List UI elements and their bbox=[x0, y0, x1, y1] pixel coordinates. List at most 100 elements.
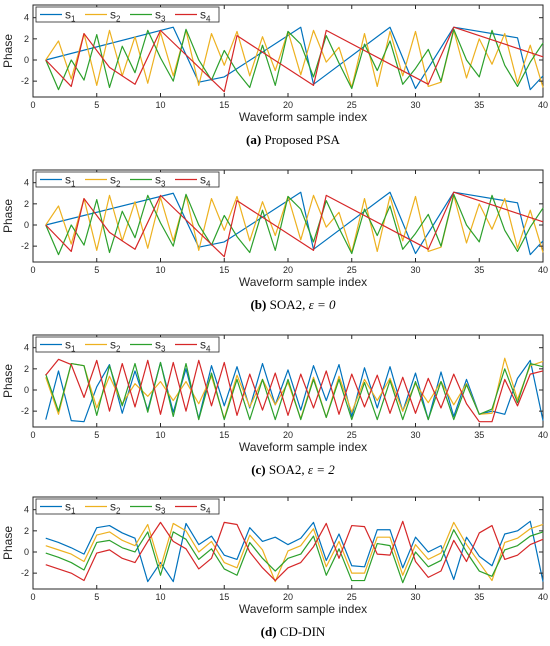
x-tick-label: 5 bbox=[94, 265, 99, 275]
x-tick-label: 10 bbox=[155, 100, 165, 110]
x-tick-label: 35 bbox=[474, 430, 484, 440]
panel-caption: (c) SOA2, ε = 2 bbox=[251, 462, 335, 477]
chart-panel-1: 0 5 10 15 20 25 30 35 40 -2 0 2 4 Waveform sample ind… bbox=[1, 169, 548, 312]
x-tick-label: 20 bbox=[283, 100, 293, 110]
x-tick-label: 0 bbox=[30, 592, 35, 602]
legend-label-s4: s4 bbox=[200, 338, 211, 354]
legend-label-s3: s3 bbox=[155, 338, 166, 354]
x-tick-label: 30 bbox=[410, 592, 420, 602]
x-tick-label: 35 bbox=[474, 265, 484, 275]
y-tick-label: -2 bbox=[21, 76, 29, 86]
y-tick-label: 0 bbox=[24, 55, 29, 65]
y-tick-label: -2 bbox=[21, 406, 29, 416]
legend-label-s2: s2 bbox=[110, 173, 121, 189]
series-line-s3 bbox=[45, 193, 544, 256]
series-line-s4 bbox=[45, 26, 544, 93]
series-line-s3 bbox=[45, 529, 544, 584]
series-line-s4 bbox=[45, 191, 544, 258]
y-tick-label: 4 bbox=[24, 178, 29, 188]
legend-label-s4: s4 bbox=[200, 173, 211, 189]
x-tick-label: 20 bbox=[283, 430, 293, 440]
x-tick-label: 10 bbox=[155, 592, 165, 602]
series-line-s4 bbox=[45, 358, 544, 423]
y-tick-label: 0 bbox=[24, 385, 29, 395]
x-axis-title: Waveform sample index bbox=[239, 110, 367, 124]
x-tick-label: 20 bbox=[283, 592, 293, 602]
legend-label-s4: s4 bbox=[200, 500, 211, 516]
x-axis-title: Waveform sample index bbox=[239, 440, 367, 454]
x-tick-label: 40 bbox=[538, 430, 548, 440]
series-line-s1 bbox=[45, 26, 544, 91]
x-tick-label: 15 bbox=[219, 265, 229, 275]
y-tick-label: 0 bbox=[24, 220, 29, 230]
x-tick-label: 5 bbox=[94, 430, 99, 440]
legend-box bbox=[35, 171, 220, 188]
legend-label-s3: s3 bbox=[155, 173, 166, 189]
legend-box bbox=[35, 336, 220, 353]
series-line-s2 bbox=[45, 29, 544, 89]
y-tick-label: 2 bbox=[24, 526, 29, 536]
legend-label-s1: s1 bbox=[65, 8, 76, 24]
legend-label-s1: s1 bbox=[65, 173, 76, 189]
x-tick-label: 0 bbox=[30, 430, 35, 440]
chart-panel-2: 0 5 10 15 20 25 30 35 40 -2 0 2 4 Waveform sample ind… bbox=[1, 334, 548, 477]
x-tick-label: 35 bbox=[474, 592, 484, 602]
series-line-s3 bbox=[45, 28, 544, 91]
y-tick-label: 4 bbox=[24, 13, 29, 23]
x-tick-label: 25 bbox=[347, 100, 357, 110]
y-tick-label: -2 bbox=[21, 241, 29, 251]
legend-label-s1: s1 bbox=[65, 338, 76, 354]
legend-label-s2: s2 bbox=[110, 338, 121, 354]
y-axis-title: Phase bbox=[1, 526, 15, 560]
legend-box bbox=[35, 498, 220, 515]
x-tick-label: 25 bbox=[347, 265, 357, 275]
x-tick-label: 40 bbox=[538, 100, 548, 110]
legend-label-s1: s1 bbox=[65, 500, 76, 516]
legend: s1 s2 s3 s4 bbox=[35, 171, 220, 189]
series-line-s1 bbox=[45, 359, 544, 423]
y-axis-title: Phase bbox=[1, 364, 15, 398]
y-axis-title: Phase bbox=[1, 199, 15, 233]
x-tick-label: 10 bbox=[155, 265, 165, 275]
panel-caption: (d) CD-DIN bbox=[261, 624, 326, 639]
legend: s1 s2 s3 s4 bbox=[35, 6, 220, 24]
legend-label-s3: s3 bbox=[155, 500, 166, 516]
legend: s1 s2 s3 s4 bbox=[35, 336, 220, 354]
x-tick-label: 15 bbox=[219, 430, 229, 440]
legend-label-s2: s2 bbox=[110, 500, 121, 516]
y-tick-label: 4 bbox=[24, 505, 29, 515]
x-tick-label: 20 bbox=[283, 265, 293, 275]
series-line-s2 bbox=[45, 521, 544, 583]
y-axis-title: Phase bbox=[1, 34, 15, 68]
x-tick-label: 0 bbox=[30, 100, 35, 110]
series-line-s2 bbox=[45, 194, 544, 254]
series-line-s1 bbox=[45, 191, 544, 256]
x-tick-label: 30 bbox=[410, 430, 420, 440]
y-tick-label: 2 bbox=[24, 34, 29, 44]
x-tick-label: 25 bbox=[347, 430, 357, 440]
x-tick-label: 30 bbox=[410, 265, 420, 275]
chart-panel-3: 0 5 10 15 20 25 30 35 40 -2 0 2 4 Waveform sample ind… bbox=[1, 496, 548, 639]
x-tick-label: 5 bbox=[94, 100, 99, 110]
panel-caption: (b) SOA2, ε = 0 bbox=[250, 297, 336, 312]
y-tick-label: 0 bbox=[24, 547, 29, 557]
x-tick-label: 0 bbox=[30, 265, 35, 275]
x-tick-label: 15 bbox=[219, 592, 229, 602]
y-tick-label: 2 bbox=[24, 364, 29, 374]
x-tick-label: 10 bbox=[155, 430, 165, 440]
y-tick-label: 4 bbox=[24, 343, 29, 353]
x-tick-label: 25 bbox=[347, 592, 357, 602]
series-line-s4 bbox=[45, 520, 544, 582]
x-tick-label: 30 bbox=[410, 100, 420, 110]
x-tick-label: 40 bbox=[538, 265, 548, 275]
panel-caption: (a) Proposed PSA bbox=[246, 132, 341, 147]
legend-label-s2: s2 bbox=[110, 8, 121, 24]
series-line-s1 bbox=[45, 520, 544, 583]
y-tick-label: -2 bbox=[21, 568, 29, 578]
x-tick-label: 35 bbox=[474, 100, 484, 110]
x-tick-label: 5 bbox=[94, 592, 99, 602]
x-tick-label: 40 bbox=[538, 592, 548, 602]
x-tick-label: 15 bbox=[219, 100, 229, 110]
y-tick-label: 2 bbox=[24, 199, 29, 209]
